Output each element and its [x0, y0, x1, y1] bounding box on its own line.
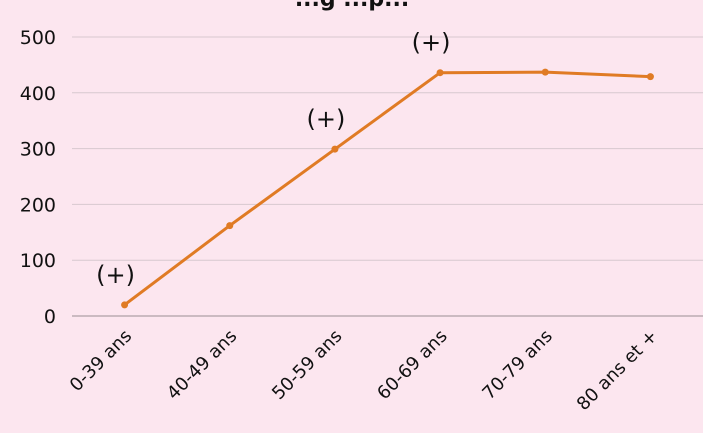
- annotation-label: (+): [306, 105, 345, 133]
- x-tick-label: 60-69 ans: [373, 326, 451, 404]
- data-point: [331, 145, 339, 153]
- x-tick-label: 40-49 ans: [163, 326, 241, 404]
- chart-title: ...g ...p...: [295, 0, 409, 12]
- x-tick-label: 0-39 ans: [66, 326, 136, 396]
- y-tick-label: 0: [44, 306, 56, 328]
- series-line: [123, 70, 651, 307]
- x-tick-label: 80 ans et +: [573, 326, 662, 415]
- y-tick-label: 400: [20, 83, 56, 105]
- y-tick-label: 200: [20, 194, 56, 216]
- data-point: [541, 68, 549, 76]
- data-point: [226, 222, 234, 230]
- y-tick-label: 500: [20, 27, 56, 49]
- data-point: [646, 73, 654, 81]
- y-tick-label: 100: [20, 250, 56, 272]
- x-tick-label: 70-79 ans: [478, 326, 556, 404]
- annotation-label: (+): [96, 261, 135, 289]
- x-tick-label: 50-59 ans: [268, 326, 346, 404]
- annotation-label: (+): [412, 29, 451, 57]
- data-point: [436, 69, 444, 77]
- y-tick-label: 300: [20, 139, 56, 161]
- data-point: [121, 301, 129, 309]
